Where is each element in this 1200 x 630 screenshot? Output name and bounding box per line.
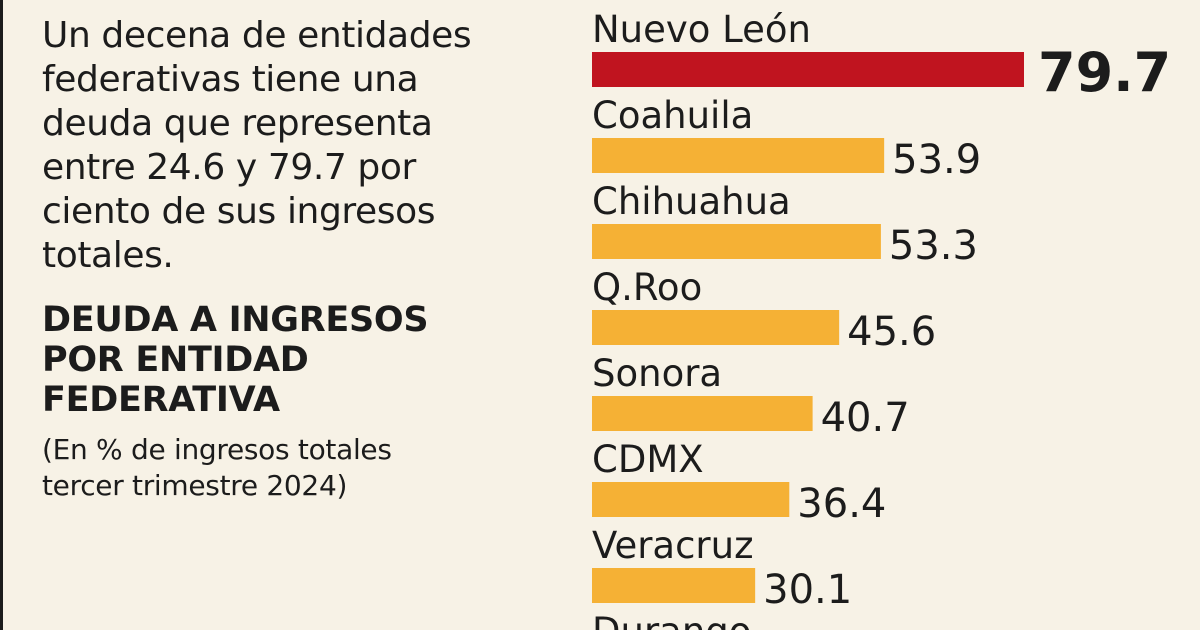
intro-line: Un decena de entidades: [42, 15, 472, 56]
category-label: Veracruz: [592, 524, 754, 567]
value-label: 36.4: [797, 481, 886, 527]
text-panel: Un decena de entidades federativas tiene…: [42, 14, 542, 504]
intro-line: entre 24.6 y 79.7 por: [42, 147, 416, 188]
value-label: 45.6: [847, 309, 936, 355]
title-line: POR ENTIDAD: [42, 340, 309, 380]
title-line: FEDERATIVA: [42, 380, 280, 420]
chart-title: DEUDA A INGRESOS POR ENTIDAD FEDERATIVA: [42, 300, 542, 420]
chart-subtitle: (En % de ingresos totales tercer trimest…: [42, 432, 542, 504]
value-label: 79.7: [1038, 41, 1171, 104]
intro-line: totales.: [42, 235, 174, 276]
subtitle-line: (En % de ingresos totales: [42, 433, 392, 466]
value-label: 40.7: [821, 395, 910, 441]
value-label: 30.1: [763, 567, 852, 613]
category-label: Nuevo León: [592, 8, 811, 51]
bar: [592, 224, 881, 259]
intro-line: deuda que representa: [42, 103, 433, 144]
category-label: Sonora: [592, 352, 722, 395]
bar: [592, 52, 1024, 87]
intro-text: Un decena de entidades federativas tiene…: [42, 14, 542, 278]
value-label: 53.3: [889, 223, 978, 269]
bar: [592, 310, 840, 345]
bar: [592, 396, 813, 431]
category-label: Durango: [592, 610, 751, 630]
category-label: Coahuila: [592, 94, 753, 137]
bar: [592, 482, 790, 517]
left-border: [0, 0, 3, 630]
bar: [592, 138, 885, 173]
value-label: 53.9: [892, 137, 981, 183]
title-line: DEUDA A INGRESOS: [42, 300, 429, 340]
category-label: Chihuahua: [592, 180, 791, 223]
category-label: CDMX: [592, 438, 704, 481]
bar: [592, 568, 756, 603]
intro-line: ciento de sus ingresos: [42, 191, 436, 232]
category-label: Q.Roo: [592, 266, 702, 309]
intro-line: federativas tiene una: [42, 59, 419, 100]
subtitle-line: tercer trimestre 2024): [42, 469, 348, 502]
